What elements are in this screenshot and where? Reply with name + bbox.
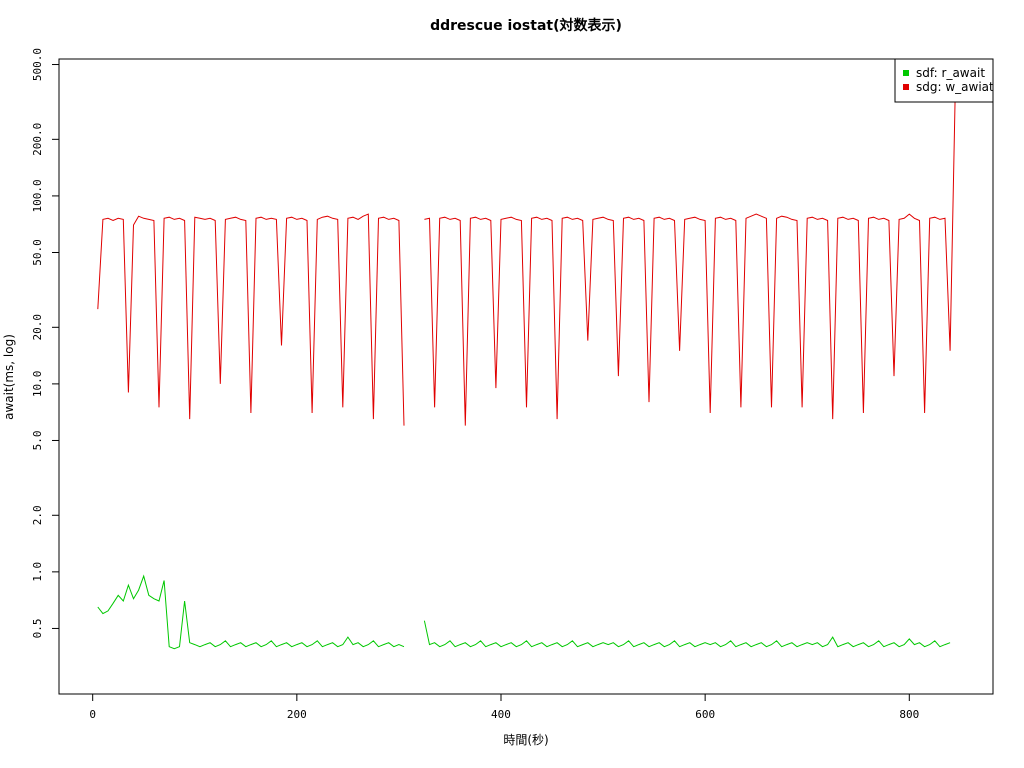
x-tick-label: 800 <box>899 708 919 721</box>
legend-swatch <box>903 70 909 76</box>
y-tick-label: 20.0 <box>31 314 44 341</box>
legend-label: sdg: w_awiat <box>916 80 994 94</box>
y-tick-label: 2.0 <box>31 505 44 525</box>
x-tick-label: 600 <box>695 708 715 721</box>
y-axis-label: await(ms, log) <box>2 334 16 420</box>
legend-swatch <box>903 84 909 90</box>
y-tick-label: 0.5 <box>31 619 44 639</box>
y-tick-label: 500.0 <box>31 48 44 81</box>
x-tick-label: 0 <box>89 708 96 721</box>
y-tick-label: 1.0 <box>31 562 44 582</box>
series-line <box>97 574 951 650</box>
chart-title: ddrescue iostat(対数表示) <box>430 17 622 34</box>
x-tick-label: 400 <box>491 708 511 721</box>
y-tick-label: 200.0 <box>31 123 44 156</box>
legend-label: sdf: r_await <box>916 66 985 80</box>
plot-frame <box>58 58 994 695</box>
x-axis-label: 時間(秒) <box>503 733 548 747</box>
x-tick-label: 200 <box>287 708 307 721</box>
series-line <box>97 93 956 426</box>
y-tick-label: 100.0 <box>31 179 44 212</box>
y-tick-label: 5.0 <box>31 431 44 451</box>
y-tick-label: 10.0 <box>31 371 44 398</box>
legend-box <box>894 58 994 103</box>
y-tick-label: 50.0 <box>31 239 44 266</box>
